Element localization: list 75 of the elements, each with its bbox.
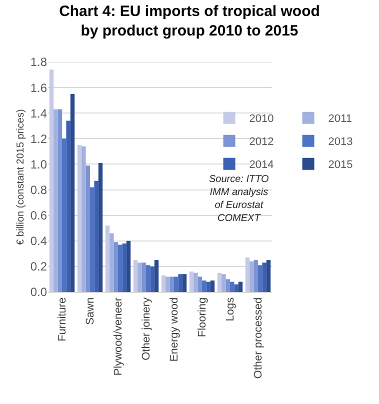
legend-label: 2014 bbox=[249, 159, 274, 172]
bar bbox=[54, 109, 58, 292]
bar bbox=[66, 120, 70, 292]
bar bbox=[154, 260, 159, 292]
y-tick-label: 1.6 bbox=[30, 80, 48, 95]
bar bbox=[166, 276, 170, 292]
bar bbox=[82, 146, 86, 292]
y-tick-label: 0.2 bbox=[30, 260, 48, 274]
bar bbox=[126, 240, 131, 292]
bar bbox=[182, 274, 187, 292]
bar bbox=[58, 109, 62, 292]
bar bbox=[206, 282, 210, 292]
bar bbox=[90, 187, 94, 292]
bar bbox=[142, 262, 146, 292]
legend-label: 2015 bbox=[328, 159, 353, 172]
y-tick-label: 1.8 bbox=[30, 55, 48, 70]
bar bbox=[262, 262, 266, 292]
legend-label: 2010 bbox=[249, 113, 274, 126]
bar bbox=[245, 258, 250, 292]
legend-label: 2011 bbox=[328, 113, 352, 126]
bar bbox=[194, 272, 198, 292]
bar bbox=[250, 261, 254, 292]
bar bbox=[230, 282, 234, 292]
bar bbox=[94, 180, 98, 292]
legend-label: 2013 bbox=[328, 136, 353, 148]
bar bbox=[122, 243, 126, 292]
y-tick-label: 1.4 bbox=[30, 106, 48, 120]
bar bbox=[77, 145, 82, 292]
bar bbox=[226, 279, 230, 292]
bar bbox=[210, 280, 215, 292]
bar bbox=[133, 260, 138, 292]
bar bbox=[138, 262, 142, 292]
bar bbox=[198, 276, 202, 292]
bar bbox=[70, 94, 75, 292]
x-tick-label: Energy wood bbox=[168, 297, 181, 362]
legend-label: 2012 bbox=[249, 136, 274, 148]
bar bbox=[49, 70, 54, 292]
y-tick-label: 1.0 bbox=[30, 157, 48, 172]
bar bbox=[146, 265, 150, 292]
bar bbox=[150, 266, 154, 292]
bar bbox=[234, 284, 238, 292]
x-tick-label: Flooring bbox=[196, 297, 209, 338]
x-tick-label: Other joinery bbox=[140, 296, 153, 360]
bar bbox=[222, 274, 226, 292]
chart-title: Chart 4: EU imports of tropical wood by product group 2010 to 2015 bbox=[59, 3, 320, 40]
x-tick-label: Furniture bbox=[56, 297, 69, 342]
y-tick-label: 1.2 bbox=[30, 132, 48, 146]
bar bbox=[202, 280, 206, 292]
bar bbox=[189, 272, 194, 292]
bar bbox=[258, 265, 262, 292]
x-tick-label: Plywood/veneer bbox=[112, 297, 125, 376]
bar bbox=[161, 275, 166, 292]
bar bbox=[178, 274, 182, 292]
y-tick-label: 0.4 bbox=[30, 234, 48, 248]
bar bbox=[105, 226, 110, 292]
x-tick-label: Sawn bbox=[84, 297, 97, 325]
bar bbox=[62, 138, 66, 292]
y-axis-title: € billion (constant 2015 prices) bbox=[15, 109, 26, 245]
bar bbox=[118, 244, 122, 292]
bar bbox=[114, 242, 118, 292]
bar bbox=[170, 276, 174, 292]
bar bbox=[266, 260, 271, 292]
bar bbox=[86, 166, 90, 292]
annotation: Source: ITTO IMM analysis of Eurostat COMEXT bbox=[209, 174, 270, 224]
x-tick-label: Logs bbox=[224, 296, 237, 322]
bar bbox=[238, 282, 243, 292]
bar bbox=[110, 233, 114, 292]
bar bbox=[174, 276, 178, 292]
bar bbox=[98, 162, 103, 292]
x-tick-label: Other processed bbox=[252, 297, 265, 379]
bar bbox=[217, 272, 222, 292]
y-tick-label: 0.6 bbox=[30, 208, 48, 223]
bar bbox=[254, 260, 258, 292]
y-tick-label: 0.8 bbox=[30, 182, 48, 197]
y-tick-label: 0.0 bbox=[30, 285, 48, 300]
